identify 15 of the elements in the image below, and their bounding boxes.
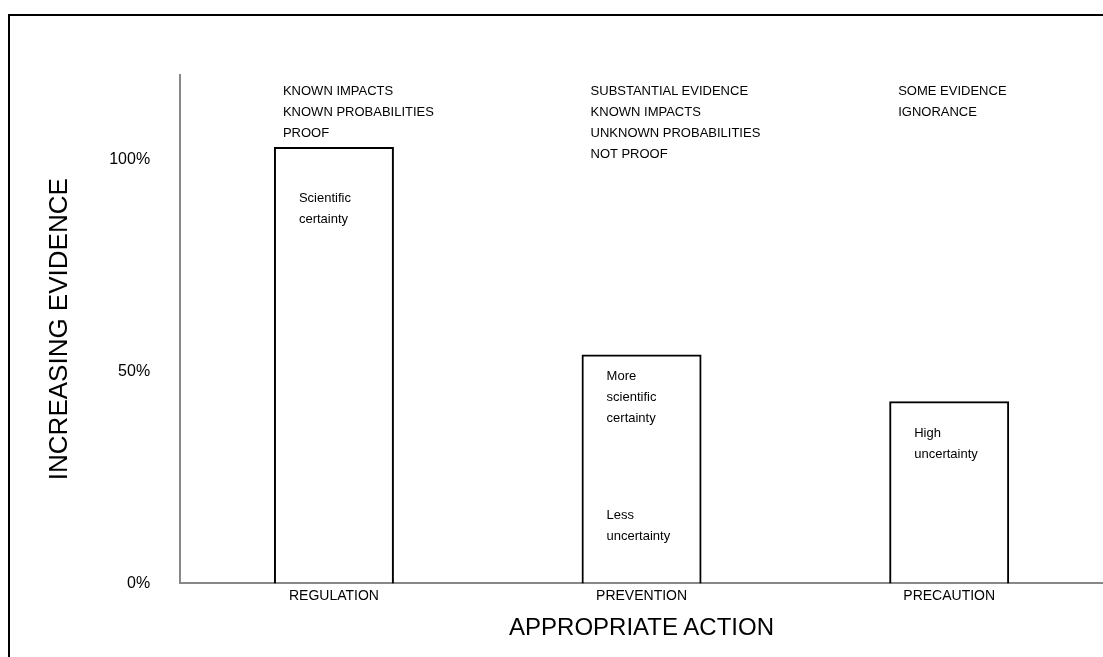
y-tick-label: 0% (127, 573, 151, 591)
annotation: High uncertainty (914, 425, 979, 462)
y-tick-label: 100% (109, 150, 151, 168)
annotation: SOME EVIDENCE IGNORANCE (898, 83, 1007, 120)
x-axis-title: APPROPRIATE ACTION (509, 613, 775, 641)
x-tick-label: PREVENTION (596, 586, 688, 603)
x-tick-label: REGULATION (288, 586, 379, 603)
y-tick-label: 50% (118, 361, 151, 379)
annotation: More scientific certainty (606, 367, 657, 425)
annotation: KNOWN IMPACTS KNOWN PROBABILITIES PROOF (282, 83, 435, 141)
annotation: Scientific certainty (298, 190, 352, 227)
annotation: Less uncertainty (606, 507, 671, 544)
x-tick-label: PRECAUTION (903, 586, 996, 603)
y-axis-title: INCREASING EVIDENCE (42, 178, 73, 481)
annotation: SUBSTANTIAL EVIDENCE KNOWN IMPACTS UNKNOWN PROBABILITIES NOT PROOF (590, 83, 761, 162)
